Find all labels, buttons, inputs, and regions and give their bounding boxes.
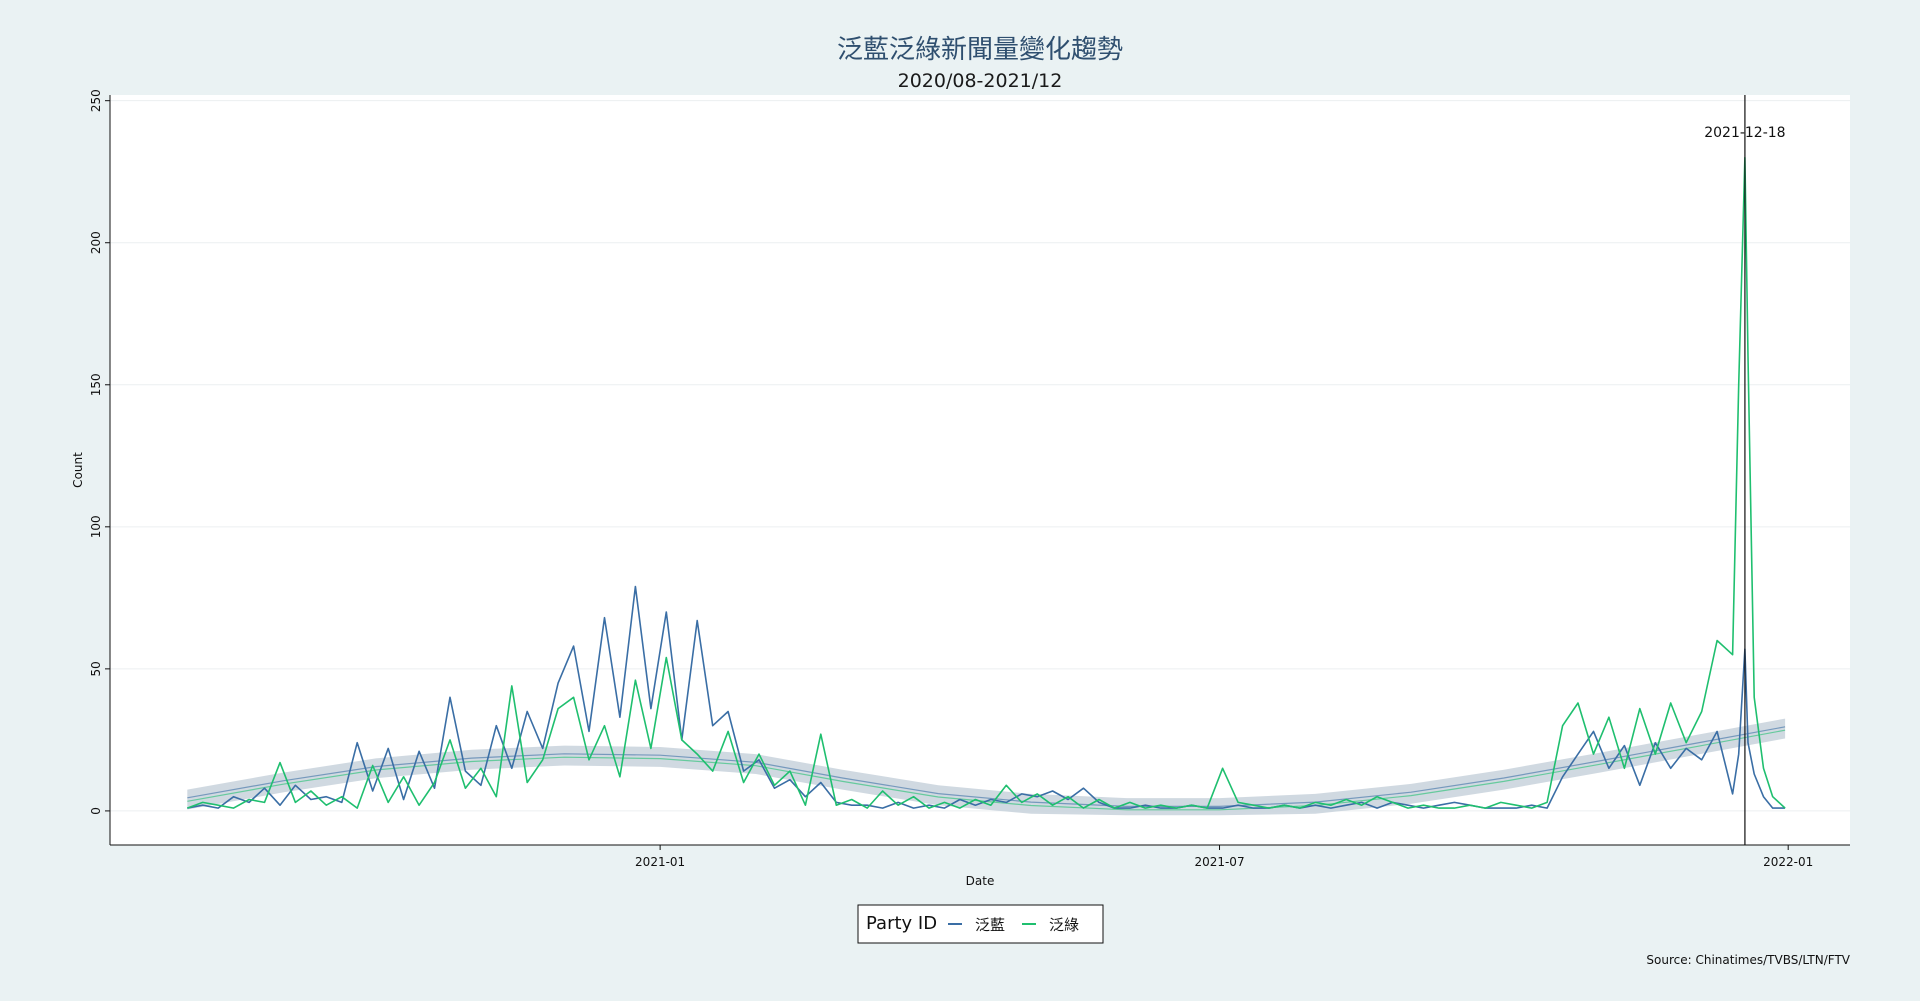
y-tick-label: 50 [89,661,103,676]
y-ticks: 0 50 100 150 200 250 [89,89,110,815]
y-tick-label: 100 [89,515,103,538]
series-line-blue [187,585,1786,809]
grid-lines [110,100,1850,812]
annotation-label: 2021-12-18 [1704,125,1785,141]
y-tick-label: 150 [89,373,103,396]
plot-area [110,95,1850,845]
legend-box [857,904,1104,944]
series-lines [187,156,1786,809]
x-tick-label: 2021-01 [635,855,685,869]
series-line-green [187,156,1786,809]
y-axis-title: Count [71,452,85,488]
legend-label-green: 泛綠 [1049,916,1079,934]
legend: Party ID 泛藍 泛綠 [857,904,1104,944]
y-tick-label: 250 [89,89,103,112]
chart-subtitle: 2020/08-2021/12 [898,70,1063,92]
source-note: Source: Chinatimes/TVBS/LTN/FTV [1646,953,1850,967]
x-axis-title: Date [966,874,995,888]
annotation: 2021-12-18 [1704,95,1786,845]
legend-label-blue: 泛藍 [975,916,1005,934]
x-tick-label: 2021-07 [1194,855,1244,869]
trend-confidence-band [187,718,1786,816]
chart-title: 泛藍泛綠新聞量變化趨勢 [837,35,1123,65]
y-tick-label: 200 [89,231,103,254]
y-tick-label: 0 [89,807,103,815]
x-tick-label: 2022-01 [1763,855,1813,869]
x-ticks: 2021-01 2021-07 2022-01 [635,845,1813,869]
legend-title: Party ID [866,913,937,934]
